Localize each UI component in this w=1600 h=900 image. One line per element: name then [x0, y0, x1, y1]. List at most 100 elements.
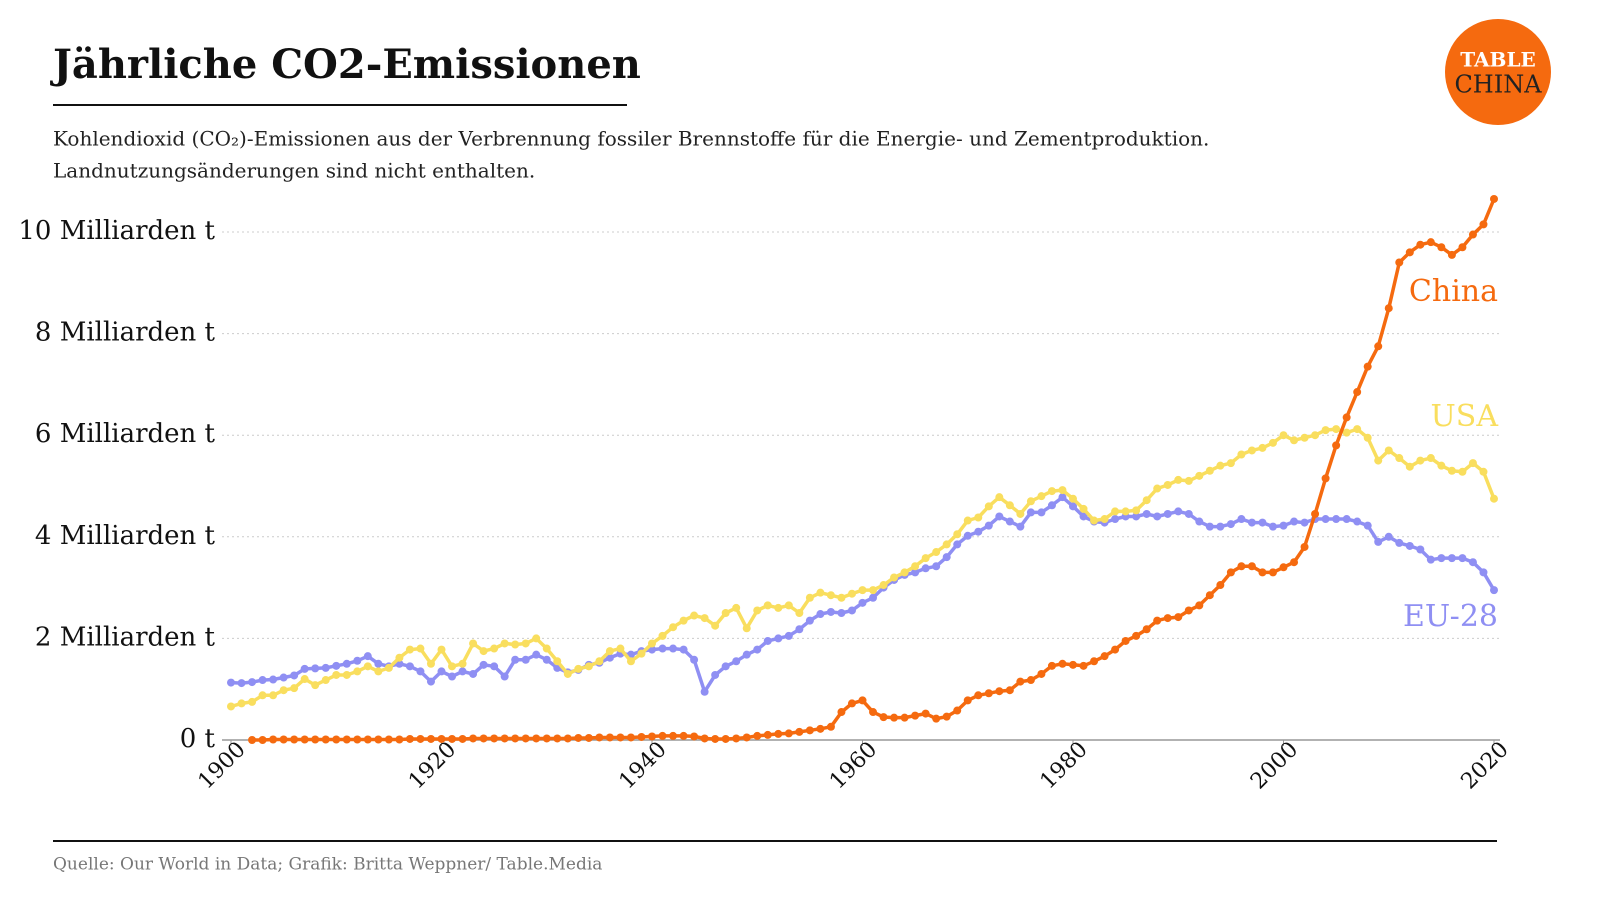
data-point — [869, 708, 878, 717]
data-point — [984, 521, 993, 530]
data-point — [679, 616, 688, 625]
data-point — [1279, 521, 1288, 530]
data-point — [826, 722, 835, 731]
data-point — [1395, 538, 1404, 547]
data-point — [626, 657, 635, 666]
data-point — [805, 616, 814, 625]
y-tick-label: 10 Milliarden t — [18, 216, 215, 246]
data-point — [1479, 467, 1488, 476]
data-point — [279, 735, 288, 744]
data-point — [648, 732, 656, 741]
data-point — [1353, 425, 1362, 434]
data-point — [732, 657, 741, 666]
data-point — [237, 679, 246, 688]
data-point — [932, 562, 941, 571]
data-point — [1132, 506, 1141, 515]
data-point — [1247, 562, 1256, 571]
data-point — [1100, 515, 1109, 524]
data-point — [290, 735, 299, 744]
data-point — [879, 581, 888, 590]
data-point — [942, 553, 951, 562]
data-point — [1458, 243, 1467, 252]
data-point — [490, 734, 499, 743]
data-point — [795, 609, 804, 617]
data-point — [500, 672, 509, 681]
data-point — [1016, 522, 1025, 531]
data-point — [1216, 581, 1225, 590]
data-point — [1479, 568, 1488, 577]
data-point — [616, 644, 625, 653]
data-point — [395, 653, 404, 662]
data-point — [1447, 466, 1456, 475]
data-point — [1153, 616, 1162, 625]
data-point — [269, 735, 278, 744]
data-point — [532, 634, 541, 643]
data-point — [1216, 522, 1225, 531]
data-point — [374, 667, 383, 676]
data-point — [1458, 467, 1467, 476]
data-point — [774, 603, 783, 612]
data-point — [1290, 558, 1299, 567]
data-point — [490, 662, 499, 671]
data-point — [1342, 515, 1351, 524]
data-point — [658, 631, 667, 640]
data-point — [1479, 220, 1488, 229]
data-point — [1258, 568, 1267, 577]
data-point — [1353, 388, 1362, 397]
data-point — [669, 644, 678, 653]
data-point — [426, 677, 435, 686]
data-point — [1290, 436, 1299, 445]
data-point — [1363, 521, 1372, 530]
data-point — [532, 650, 541, 659]
data-point — [837, 609, 846, 617]
data-point — [1468, 558, 1477, 567]
data-point — [826, 591, 835, 600]
data-point — [942, 712, 951, 721]
data-point — [721, 609, 730, 617]
data-point — [1037, 669, 1046, 678]
data-point — [1321, 474, 1330, 483]
x-tick-label: 1940 — [615, 737, 672, 794]
data-point — [732, 734, 741, 743]
data-point — [1184, 509, 1193, 518]
data-point — [1047, 501, 1056, 510]
data-point — [290, 684, 299, 693]
series-line — [230, 427, 1496, 709]
data-point — [1300, 433, 1309, 442]
data-point — [974, 691, 983, 700]
data-point — [458, 667, 467, 676]
data-point — [1458, 554, 1467, 563]
data-point — [300, 675, 309, 684]
data-point — [269, 691, 278, 700]
data-point — [1363, 433, 1372, 442]
data-point — [321, 676, 330, 685]
data-point — [753, 731, 762, 740]
data-point — [1374, 456, 1383, 465]
data-point — [1490, 194, 1498, 203]
data-point — [405, 645, 414, 654]
data-point — [974, 527, 983, 536]
data-point — [1121, 507, 1130, 516]
data-point — [1121, 636, 1130, 645]
data-point — [1047, 487, 1056, 496]
data-point — [1342, 428, 1351, 437]
data-point — [637, 732, 646, 741]
data-point — [963, 696, 972, 705]
data-point — [532, 734, 541, 743]
data-point — [1184, 606, 1193, 615]
data-point — [342, 735, 351, 744]
data-point — [1468, 459, 1477, 468]
data-point — [763, 730, 772, 739]
data-point — [1490, 494, 1498, 503]
data-point — [921, 564, 930, 573]
data-point — [637, 649, 646, 658]
data-point — [1205, 522, 1214, 531]
data-point — [574, 664, 583, 673]
data-point — [353, 656, 362, 665]
data-point — [669, 623, 678, 632]
data-point — [1184, 476, 1193, 485]
data-point — [1142, 509, 1151, 518]
data-point — [626, 733, 635, 742]
data-point — [1226, 459, 1235, 468]
